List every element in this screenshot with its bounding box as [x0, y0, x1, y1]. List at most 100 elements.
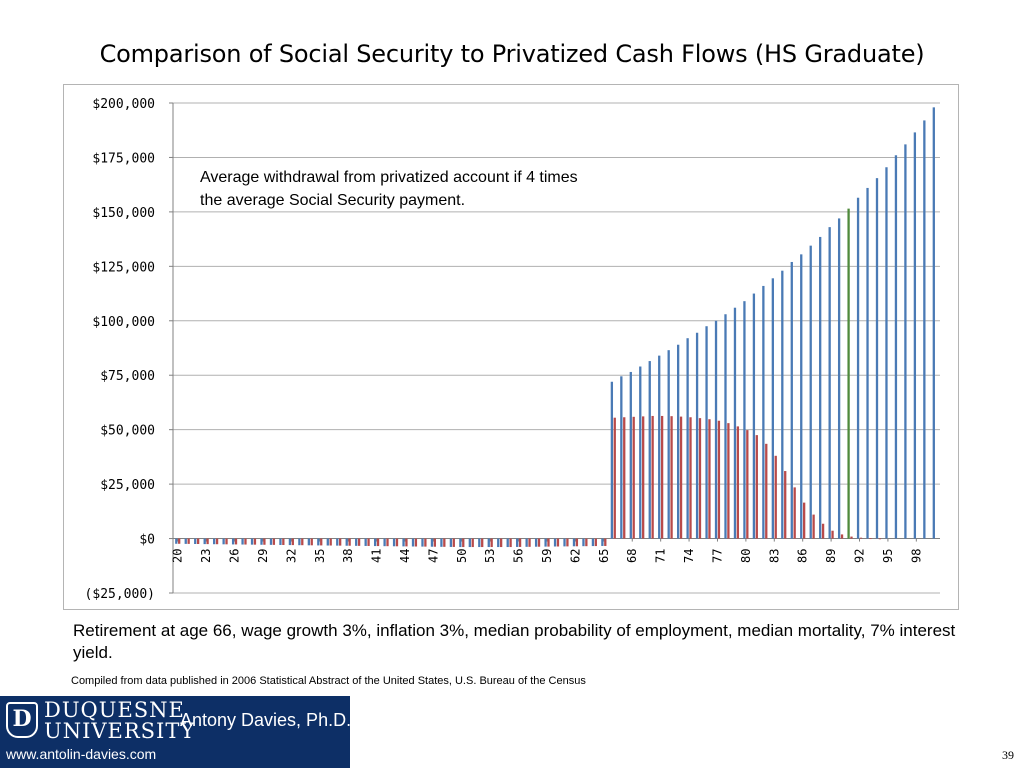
privatized-bar [279, 538, 282, 545]
x-tick-label: 92 [853, 549, 867, 563]
x-tick-label: 32 [284, 549, 298, 563]
privatized-bar [203, 538, 206, 545]
y-axis-tick-labels: ($25,000) $0 $25,000 $50,000 $75,000 $100,000… [85, 97, 155, 602]
social-security-bar [717, 420, 721, 539]
emblem-letter: D [12, 706, 32, 732]
social-security-bar [784, 471, 787, 539]
privatized-bar [705, 326, 708, 539]
social-security-bar [215, 538, 219, 545]
social-security-bar [793, 487, 796, 539]
privatized-bar [345, 538, 348, 546]
social-security-bar [679, 416, 683, 539]
x-tick-label: 38 [341, 549, 355, 563]
y-tick-label: $125,000 [92, 260, 155, 275]
chart-frame: ($25,000) $0 $25,000 $50,000 $75,000 $100,000… [63, 84, 959, 610]
social-security-bar [291, 538, 294, 546]
social-security-bar [802, 502, 806, 539]
y-tick-label: $75,000 [100, 369, 155, 384]
x-tick-label: 89 [824, 549, 838, 563]
privatized-bar [298, 538, 301, 546]
social-security-bar [471, 538, 474, 548]
social-security-bar [585, 538, 588, 547]
social-security-bar [878, 538, 882, 540]
social-security-bar [566, 538, 569, 547]
privatized-bar [250, 538, 254, 545]
privatized-bar [620, 376, 623, 539]
x-tick-label: 74 [682, 549, 696, 563]
privatized-bar [563, 538, 566, 547]
slide-title: Comparison of Social Security to Privati… [99, 40, 925, 68]
university-name-line-1: DUQUESNE [44, 698, 185, 722]
social-security-bar [869, 538, 872, 540]
privatized-bar [743, 301, 746, 539]
privatized-bar [411, 538, 415, 547]
x-tick-label: 56 [512, 549, 526, 563]
privatized-bar [752, 293, 756, 539]
privatized-bar [610, 381, 614, 539]
y-tick-label: $0 [139, 533, 155, 548]
privatized-bar [601, 538, 604, 546]
social-security-bar [424, 538, 427, 547]
social-security-bar [604, 538, 607, 546]
social-security-bar [395, 538, 399, 547]
social-security-bar [547, 538, 550, 547]
privatized-bar [648, 361, 651, 539]
social-security-bar [689, 417, 692, 539]
social-security-bar [196, 538, 200, 544]
privatized-bar [373, 538, 377, 547]
social-security-bar [263, 538, 266, 545]
axes [169, 102, 940, 594]
social-security-bar [537, 538, 541, 547]
privatized-bar [828, 227, 831, 539]
social-security-bar [755, 435, 758, 539]
social-security-bar [518, 538, 522, 547]
privatized-bar [582, 538, 585, 547]
university-emblem-icon: D [6, 702, 38, 738]
privatized-bar [260, 538, 263, 545]
social-security-bar [320, 538, 323, 546]
university-name-line-2: UNIVERSITY [44, 719, 196, 743]
social-security-bar [509, 538, 512, 548]
privatized-bar [175, 538, 178, 544]
x-tick-label: 23 [199, 549, 213, 563]
privatized-bar [885, 167, 888, 539]
x-tick-label: 80 [739, 549, 753, 563]
x-tick-label: 68 [625, 549, 639, 563]
social-security-bar [367, 538, 370, 546]
privatized-bar [449, 538, 453, 547]
social-security-bar [642, 416, 645, 539]
privatized-bar [714, 320, 718, 539]
social-security-bar [746, 430, 749, 539]
y-tick-label: $25,000 [100, 478, 155, 493]
x-tick-label: 65 [597, 549, 611, 563]
y-tick-label: ($25,000) [85, 587, 155, 602]
annotation-line-1: Average withdrawal from privatized accou… [200, 169, 578, 186]
x-tick-label: 35 [313, 549, 327, 563]
privatized-bar [468, 538, 471, 548]
social-security-bar [623, 417, 626, 539]
privatized-bar [213, 538, 216, 545]
social-security-bar [499, 538, 503, 548]
privatized-bar [326, 538, 329, 546]
privatized-bar [771, 278, 774, 539]
social-security-bar [698, 418, 702, 539]
social-security-bar [386, 538, 389, 547]
privatized-bar [497, 538, 500, 548]
social-security-bar [490, 538, 493, 548]
social-security-bar [594, 538, 597, 547]
y-tick-label: $50,000 [100, 424, 155, 439]
x-tick-label: 62 [568, 549, 582, 563]
social-security-bar [660, 415, 664, 539]
author-name: Antony Davies, Ph.D. [180, 710, 352, 730]
privatized-bar [553, 538, 557, 547]
x-tick-label: 59 [540, 549, 554, 563]
x-tick-label: 47 [426, 549, 440, 563]
privatized-bar [894, 155, 898, 539]
chart-annotation: Average withdrawal from privatized accou… [200, 166, 700, 212]
privatized-bar [525, 538, 528, 547]
privatized-bar [809, 245, 812, 539]
y-tick-label: $200,000 [92, 97, 155, 112]
privatized-bar [440, 538, 443, 547]
privatized-bar [364, 538, 367, 546]
social-security-bar [774, 455, 777, 539]
